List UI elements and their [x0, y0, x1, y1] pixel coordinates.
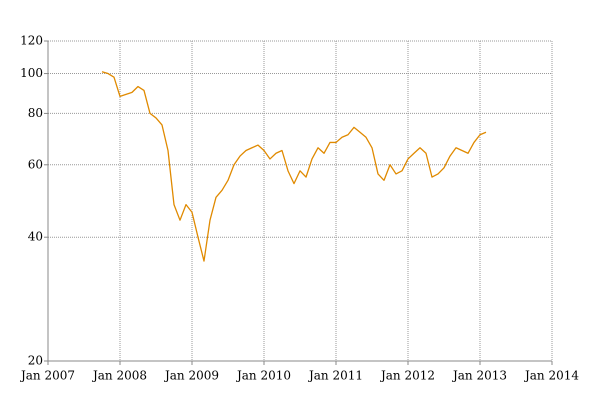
- y-tick-label: 40: [28, 230, 43, 244]
- x-tick-label: Jan 2013: [451, 369, 507, 383]
- x-tick-label: Jan 2008: [91, 369, 147, 383]
- x-tick-label: Jan 2009: [163, 369, 219, 383]
- y-tick-label: 20: [28, 354, 43, 368]
- x-tick-label: Jan 2011: [307, 369, 363, 383]
- y-tick-label: 80: [28, 106, 43, 120]
- y-tick-label: 120: [20, 34, 43, 48]
- x-tick-label: Jan 2007: [19, 369, 75, 383]
- y-tick-label: 60: [28, 157, 43, 171]
- x-tick-label: Jan 2012: [379, 369, 435, 383]
- x-tick-label: Jan 2014: [523, 369, 579, 383]
- x-tick-label: Jan 2010: [235, 369, 291, 383]
- data-line: [101, 71, 487, 262]
- y-tick-label: 100: [20, 66, 43, 80]
